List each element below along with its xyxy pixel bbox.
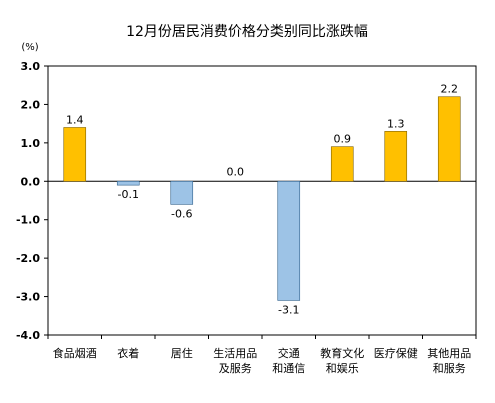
y-tick-label: -2.0: [16, 252, 40, 265]
y-tick-label: -4.0: [16, 329, 40, 342]
data-label: -0.6: [171, 207, 192, 220]
x-tick-label: 食品烟酒: [53, 346, 97, 360]
bar: [384, 131, 408, 182]
y-tick-label: 2.0: [21, 98, 41, 111]
y-tick-label: 3.0: [21, 60, 41, 73]
x-tick-label: 和娱乐: [326, 361, 359, 375]
plot-frame: [47, 65, 477, 336]
x-tick-label: 及服务: [219, 362, 252, 375]
data-label: -3.1: [278, 303, 299, 316]
x-tick-label: 衣着: [117, 346, 139, 360]
bar: [277, 180, 301, 301]
y-tick-label: -3.0: [16, 291, 40, 304]
data-label: 0.9: [334, 133, 352, 146]
x-tick-label: 居住: [171, 346, 193, 360]
bar: [170, 180, 194, 205]
x-tick-label: 其他用品: [427, 347, 471, 360]
x-tick-label: 医疗保健: [374, 346, 418, 360]
bars: 1.4 -0.1 -0.6 0.0 -3.1 0.9 1.3 2.2: [63, 83, 461, 316]
x-tick-label: 教育文化: [320, 346, 364, 360]
bar: [116, 180, 140, 186]
unit-label: (%): [21, 42, 38, 53]
x-tick-label: 生活用品: [213, 346, 257, 360]
y-axis: 3.0 2.0 1.0 0.0 -1.0 -2.0 -3.0 -4.0: [16, 60, 48, 342]
bar: [330, 146, 354, 182]
data-label: 2.2: [441, 83, 459, 96]
y-tick-label: -1.0: [16, 214, 40, 227]
data-label: 1.4: [66, 113, 84, 126]
data-label: -0.1: [118, 188, 139, 201]
data-label: 1.3: [387, 117, 405, 130]
y-tick-label: 1.0: [21, 137, 41, 150]
x-tick-label: 和服务: [433, 362, 466, 375]
chart-title: 12月份居民消费价格分类别同比涨跌幅: [126, 24, 368, 40]
y-tick-label: 0.0: [21, 175, 41, 188]
bar: [437, 96, 461, 182]
data-label: 0.0: [227, 165, 245, 178]
plot-border: [47, 65, 477, 336]
bar: [63, 127, 87, 182]
x-tick-label: 和通信: [272, 362, 305, 375]
x-tick-label: 交通: [278, 346, 300, 360]
